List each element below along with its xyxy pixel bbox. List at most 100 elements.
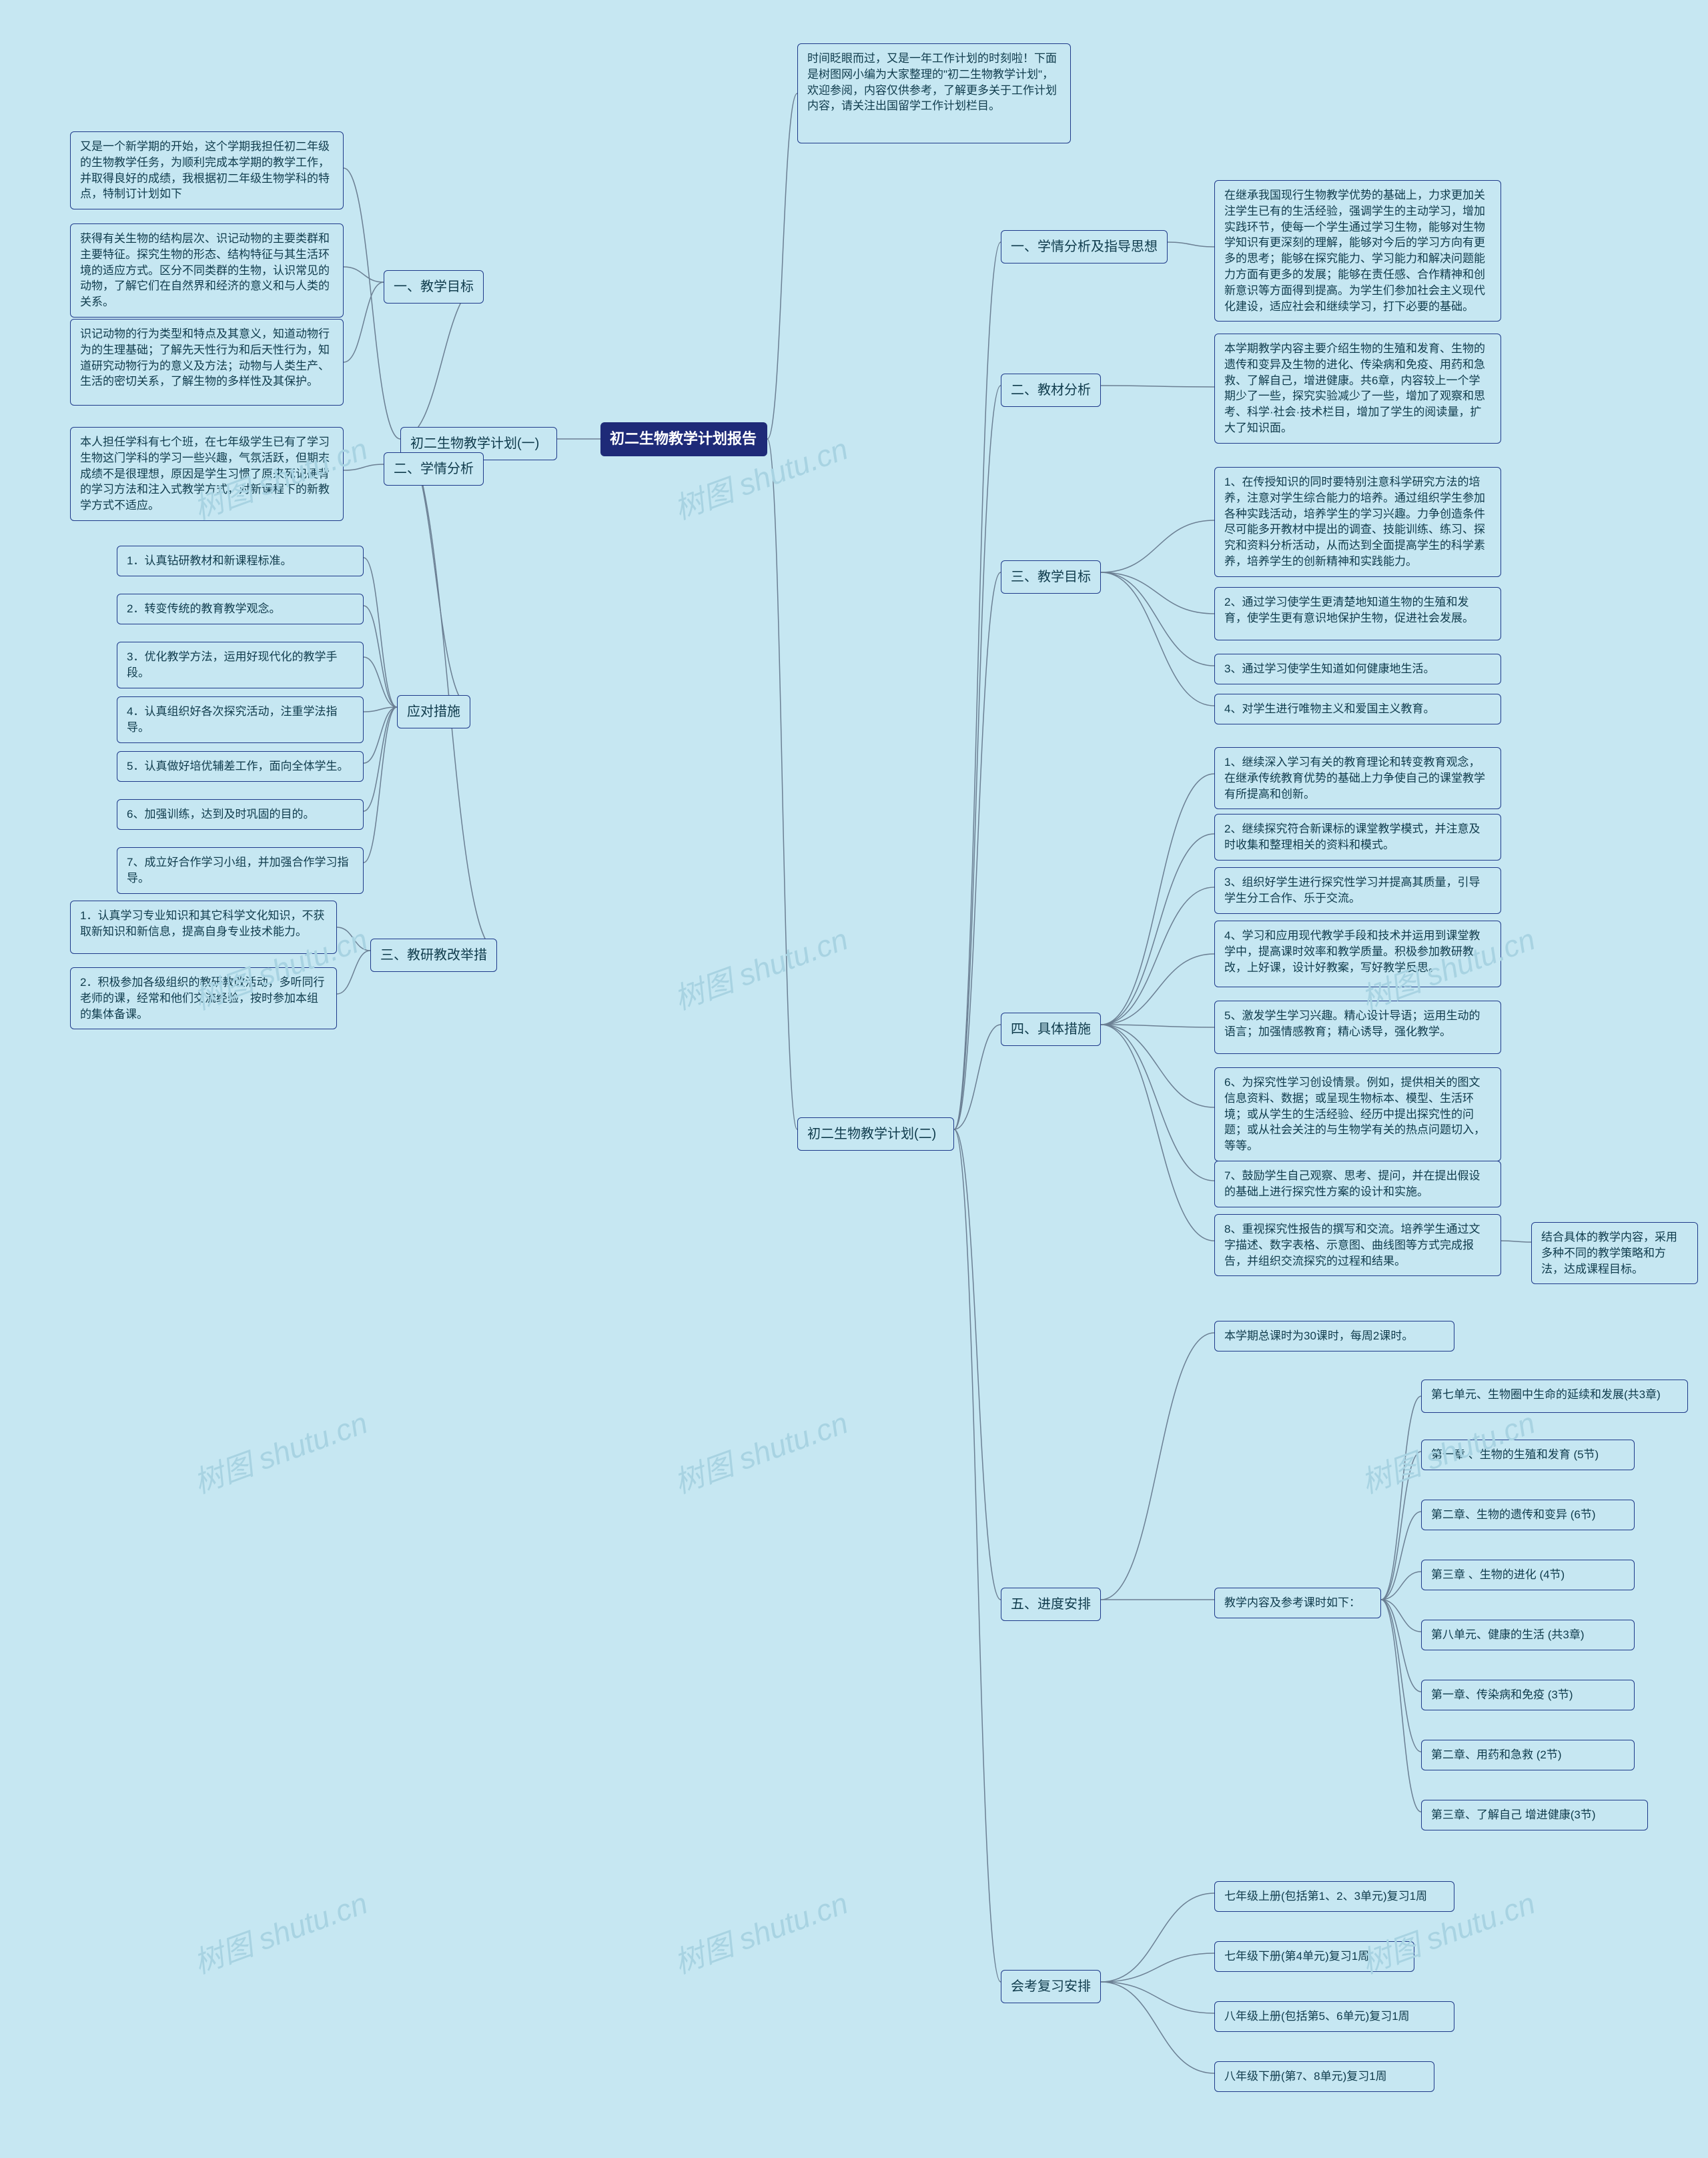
chapter-4: 第八单元、健康的生活 (共3章) — [1421, 1620, 1635, 1650]
edge — [1381, 1600, 1421, 1812]
edge — [337, 927, 370, 951]
edge — [954, 1129, 1001, 1982]
edge — [1101, 520, 1214, 572]
edge — [344, 282, 384, 362]
right-cat-1: 二、教材分析 — [1001, 374, 1101, 407]
right-leaf-3-2: 3、组织好学生进行探究性学习并提高其质量，引导学生分工合作、乐于交流。 — [1214, 867, 1501, 914]
chapter-5: 第一章、传染病和免疫 (3节) — [1421, 1680, 1635, 1710]
right-cat-5: 会考复习安排 — [1001, 1970, 1101, 2003]
left-leaf-2-5: 6、加强训练，达到及时巩固的目的。 — [117, 799, 364, 830]
edge — [364, 707, 397, 863]
right-leaf-5-1: 七年级下册(第4单元)复习1周 — [1214, 1941, 1414, 1972]
chapters-label: 教学内容及参考课时如下： — [1214, 1588, 1381, 1618]
edge — [364, 707, 397, 811]
left-leaf-0-0: 获得有关生物的结构层次、识记动物的主要类群和主要特征。探究生物的形态、结构特征与… — [70, 223, 344, 318]
edge — [344, 464, 384, 470]
right-leaf-5-2: 八年级上册(包括第5、6单元)复习1周 — [1214, 2001, 1454, 2032]
edge — [1101, 954, 1214, 1025]
edge — [1101, 1982, 1214, 2073]
edge — [1101, 834, 1214, 1025]
right-leaf-3-7: 8、重视探究性报告的撰写和交流。培养学生通过文字描述、数字表格、示意图、曲线图等… — [1214, 1214, 1501, 1276]
right-leaf-1-0: 本学期教学内容主要介绍生物的生殖和发育、生物的遗传和变异及生物的进化、传染病和免… — [1214, 334, 1501, 444]
edge — [364, 707, 397, 763]
edge — [1381, 1600, 1421, 1692]
edge — [767, 93, 797, 439]
left-leaf-2-0: 1．认真钻研教材和新课程标准。 — [117, 546, 364, 576]
right-leaf-2-3: 4、对学生进行唯物主义和爱国主义教育。 — [1214, 694, 1501, 724]
chapter-0: 第七单元、生物圈中生命的延续和发展(共3章) — [1421, 1380, 1688, 1413]
right-leaf-3-5: 6、为探究性学习创设情景。例如，提供相关的图文信息资料、数据；或呈现生物标本、模… — [1214, 1067, 1501, 1161]
watermark: 树图 shutu.cn — [667, 1879, 853, 1982]
right-leaf-5-0: 七年级上册(包括第1、2、3单元)复习1周 — [1214, 1881, 1454, 1912]
left-cat-1: 二、学情分析 — [384, 452, 484, 486]
left-leaf-2-2: 3．优化教学方法，运用好现代化的教学手段。 — [117, 642, 364, 688]
mindmap-canvas: 初二生物教学计划报告 又是一个新学期的开始，这个学期我担任初二年级的生物教学任务，… — [0, 0, 1708, 2158]
edge — [1101, 572, 1214, 666]
watermark: 树图 shutu.cn — [667, 915, 853, 1018]
right-leaf-3-3: 4、学习和应用现代教学手段和技术并运用到课堂教学中，提高课时效率和教学质量。积极… — [1214, 921, 1501, 987]
right-leaf-3-1: 2、继续探究符合新课标的课堂教学模式，并注意及时收集和整理相关的资料和模式。 — [1214, 814, 1501, 861]
right-leaf-3-6: 7、鼓励学生自己观察、思考、提问，并在提出假设的基础上进行探究性方案的设计和实施… — [1214, 1161, 1501, 1207]
left-intro: 又是一个新学期的开始，这个学期我担任初二年级的生物教学任务，为顺利完成本学期的教… — [70, 131, 344, 209]
right-leaf-2-2: 3、通过学习使学生知道如何健康地生活。 — [1214, 654, 1501, 684]
watermark: 树图 shutu.cn — [187, 1399, 372, 1502]
edge — [1101, 1025, 1214, 1027]
left-leaf-3-0: 1．认真学习专业知识和其它科学文化知识，不获取新知识和新信息，提高自身专业技术能… — [70, 901, 337, 954]
right-leaf-0-0: 在继承我国现行生物教学优势的基础上，力求更加关注学生已有的生活经验，强调学生的主… — [1214, 180, 1501, 322]
chapter-7: 第三章、了解自己 增进健康(3节) — [1421, 1800, 1648, 1830]
right-leaf-4-0: 本学期总课时为30课时，每周2课时。 — [1214, 1321, 1454, 1352]
left-leaf-2-4: 5．认真做好培优辅差工作，面向全体学生。 — [117, 751, 364, 782]
left-leaf-1-0: 本人担任学科有七个班，在七年级学生已有了学习生物这门学科的学习一些兴趣，气氛活跃… — [70, 427, 344, 521]
edge — [1101, 1953, 1214, 1982]
right-sub: 初二生物教学计划(二) — [797, 1117, 954, 1151]
edge — [1101, 572, 1214, 614]
edge — [767, 439, 797, 1129]
edge — [1101, 774, 1214, 1025]
watermark: 树图 shutu.cn — [187, 1879, 372, 1982]
left-leaf-3-1: 2．积极参加各级组织的教研教改活动，多听同行老师的课，经常和他们交流经验，按时参… — [70, 967, 337, 1029]
edge — [1168, 242, 1214, 247]
edge — [954, 386, 1001, 1129]
edge — [1101, 887, 1214, 1025]
right-extra-3: 结合具体的教学内容，采用多种不同的教学策略和方法，达成课程目标。 — [1531, 1222, 1698, 1284]
edge — [364, 707, 397, 712]
left-leaf-0-1: 识记动物的行为类型和特点及其意义，知道动物行为的生理基础；了解先天性行为和后天性… — [70, 319, 344, 406]
edge — [1501, 1241, 1531, 1242]
edge — [364, 606, 397, 707]
edge — [364, 657, 397, 707]
edge — [1101, 572, 1214, 706]
right-leaf-3-4: 5、激发学生学习兴趣。精心设计导语；运用生动的语言；加强情感教育；精心诱导，强化… — [1214, 1001, 1501, 1054]
edge — [954, 1129, 1001, 1600]
edge — [1101, 1025, 1214, 1181]
right-leaf-2-1: 2、通过学习使学生更清楚地知道生物的生殖和发育，使学生更有意识地保护生物，促进社… — [1214, 587, 1501, 640]
right-cat-3: 四、具体措施 — [1001, 1013, 1101, 1046]
right-intro: 时间眨眼而过，又是一年工作计划的时刻啦！下面是树图网小编为大家整理的"初二生物教… — [797, 43, 1071, 143]
right-cat-0: 一、学情分析及指导思想 — [1001, 230, 1168, 263]
edge — [1101, 1025, 1214, 1107]
watermark: 树图 shutu.cn — [667, 1399, 853, 1502]
chapter-6: 第二章、用药和急救 (2节) — [1421, 1740, 1635, 1770]
root-node: 初二生物教学计划报告 — [600, 422, 767, 456]
chapter-1: 第一章 、生物的生殖和发育 (5节) — [1421, 1440, 1635, 1470]
edge — [1101, 386, 1214, 387]
left-leaf-2-1: 2．转变传统的教育教学观念。 — [117, 594, 364, 624]
edge — [954, 242, 1001, 1129]
right-leaf-3-0: 1、继续深入学习有关的教育理论和转变教育观念，在继承传统教育优势的基础上力争使自… — [1214, 747, 1501, 809]
left-cat-0: 一、教学目标 — [384, 270, 484, 304]
edge — [954, 1025, 1001, 1129]
edge — [344, 168, 400, 439]
left-leaf-2-6: 7、成立好合作学习小组，并加强合作学习指导。 — [117, 847, 364, 894]
chapter-2: 第二章、生物的遗传和变异 (6节) — [1421, 1500, 1635, 1530]
right-leaf-2-0: 1、在传授知识的同时要特别注意科学研究方法的培养，注意对学生综合能力的培养。通过… — [1214, 467, 1501, 577]
edge — [1101, 1333, 1214, 1600]
edge — [1101, 1893, 1214, 1982]
edge — [954, 572, 1001, 1129]
chapter-3: 第三章 、生物的进化 (4节) — [1421, 1560, 1635, 1590]
right-leaf-5-3: 八年级下册(第7、8单元)复习1周 — [1214, 2061, 1434, 2092]
left-leaf-2-3: 4．认真组织好各次探究活动，注重学法指导。 — [117, 696, 364, 743]
edge — [1101, 1025, 1214, 1241]
edge — [344, 267, 384, 282]
edge — [337, 951, 370, 994]
right-cat-4: 五、进度安排 — [1001, 1588, 1101, 1621]
edge — [1381, 1396, 1421, 1600]
